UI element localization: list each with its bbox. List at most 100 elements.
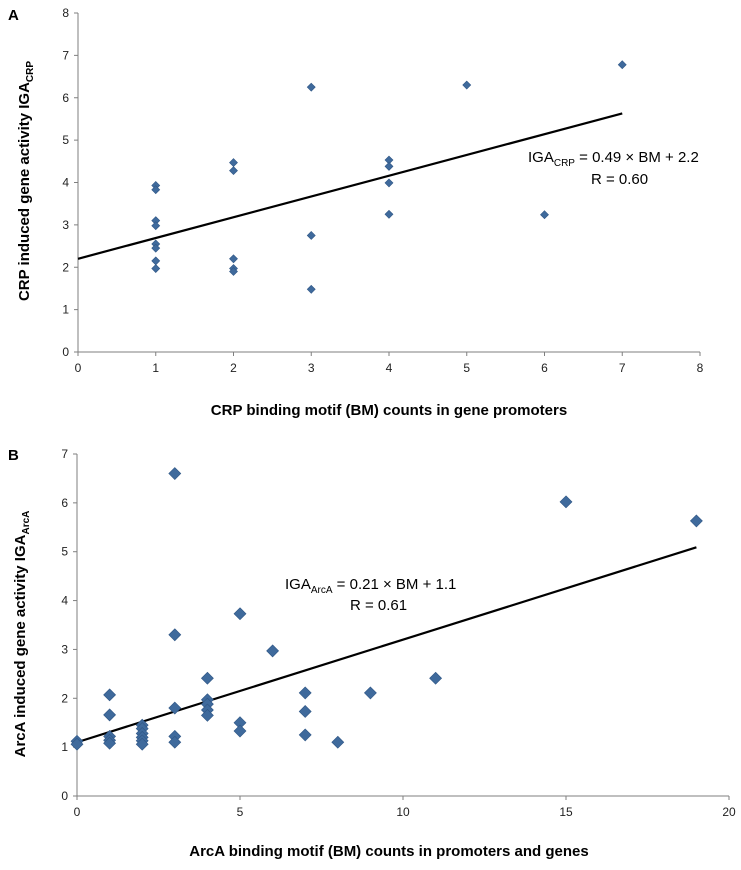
data-point xyxy=(462,80,472,90)
y-tick-label: 1 xyxy=(61,740,68,754)
y-tick-label: 0 xyxy=(62,345,69,359)
data-point xyxy=(151,264,161,273)
panel-b-x-axis-title: ArcA binding motif (BM) counts in promot… xyxy=(189,843,588,860)
panel-a-axes xyxy=(77,13,700,353)
x-tick-label: 20 xyxy=(722,805,736,819)
x-tick-label: 2 xyxy=(230,361,237,375)
y-tick-label: 6 xyxy=(62,91,69,105)
panel-a-y-axis-title-main: CRP induced gene activity IGA xyxy=(16,82,33,301)
data-point xyxy=(200,708,214,722)
data-point xyxy=(229,267,238,276)
data-point xyxy=(103,688,117,702)
data-point xyxy=(306,82,316,92)
panel-a-points xyxy=(151,60,627,294)
y-tick-label: 2 xyxy=(62,260,69,274)
panel-b-x-ticks: 0 5 10 15 20 xyxy=(74,796,736,819)
panel-a-equation: IGACRP = 0.49 × BM + 2.2 xyxy=(528,149,699,169)
x-tick-label: 8 xyxy=(697,361,704,375)
y-tick-label: 4 xyxy=(62,176,69,190)
panel-b-equation-rest: = 0.21 × BM + 1.1 xyxy=(333,576,457,593)
data-point xyxy=(233,607,247,621)
data-point xyxy=(200,671,214,685)
panel-b-r-value: R = 0.61 xyxy=(350,597,407,614)
y-tick-label: 3 xyxy=(62,218,69,232)
regression-line xyxy=(76,546,697,744)
data-point xyxy=(168,628,182,642)
panel-a-x-ticks: 0 1 2 3 4 5 6 7 8 xyxy=(75,352,704,375)
panel-b-label: B xyxy=(8,447,19,464)
data-point xyxy=(151,243,161,253)
data-point xyxy=(331,735,345,749)
data-point xyxy=(168,701,182,715)
data-point xyxy=(689,514,703,528)
data-point xyxy=(298,728,312,742)
panel-b-equation-sub: ArcA xyxy=(311,585,333,596)
x-tick-label: 4 xyxy=(386,361,393,375)
x-tick-label: 6 xyxy=(541,361,548,375)
data-point xyxy=(306,231,316,240)
y-tick-label: 6 xyxy=(61,496,68,510)
x-tick-label: 10 xyxy=(396,805,410,819)
data-point xyxy=(384,161,394,171)
panel-b-fit-layer xyxy=(76,546,697,744)
y-tick-label: 4 xyxy=(61,594,68,608)
y-tick-label: 2 xyxy=(61,691,68,705)
data-point xyxy=(103,736,117,750)
panel-b-equation: IGAArcA = 0.21 × BM + 1.1 xyxy=(285,576,456,596)
data-point xyxy=(298,705,312,718)
panel-b-points xyxy=(70,467,703,751)
panel-b-y-axis-title-sub: ArcA xyxy=(21,511,32,535)
data-point xyxy=(559,495,573,509)
data-point xyxy=(540,210,549,220)
panel-b-equation-iga: IGA xyxy=(285,576,311,593)
panel-a-equation-iga: IGA xyxy=(528,149,554,166)
data-point xyxy=(429,671,443,685)
data-point xyxy=(384,178,394,188)
panel-a-fit-layer xyxy=(77,112,623,260)
data-point xyxy=(229,254,238,264)
data-point xyxy=(70,737,84,751)
panel-a-y-axis-title: CRP induced gene activity IGACRP xyxy=(16,61,36,301)
x-tick-label: 15 xyxy=(559,805,573,819)
data-point xyxy=(298,686,312,700)
panel-b-y-ticks: 0 1 2 3 4 5 6 7 xyxy=(61,447,77,803)
y-tick-label: 5 xyxy=(62,133,69,147)
panel-a-y-ticks: 0 1 2 3 4 5 6 7 8 xyxy=(62,6,78,359)
data-point xyxy=(151,185,161,195)
data-point xyxy=(151,256,161,266)
data-point xyxy=(135,737,149,751)
y-tick-label: 8 xyxy=(62,6,69,20)
y-tick-label: 7 xyxy=(61,447,68,461)
panel-b-y-axis-title: ArcA induced gene activity IGAArcA xyxy=(12,511,32,758)
x-tick-label: 5 xyxy=(237,805,244,819)
panel-a-label: A xyxy=(8,7,19,24)
panel-a-equation-sub: CRP xyxy=(554,158,575,169)
x-tick-label: 1 xyxy=(152,361,159,375)
y-tick-label: 3 xyxy=(61,642,68,656)
data-point xyxy=(103,708,117,722)
y-tick-label: 5 xyxy=(61,545,68,559)
data-point xyxy=(233,724,247,738)
data-point xyxy=(168,467,182,480)
data-point xyxy=(363,686,377,700)
data-point xyxy=(617,60,627,70)
data-point xyxy=(384,209,394,219)
x-tick-label: 5 xyxy=(463,361,470,375)
x-tick-label: 0 xyxy=(75,361,82,375)
panel-a-equation-rest: = 0.49 × BM + 2.2 xyxy=(575,149,699,166)
x-tick-label: 7 xyxy=(619,361,626,375)
panel-a-chart: A 0 1 2 3 4 5 6 7 8 0 1 2 3 4 5 6 7 8 CRP induced gene a… xyxy=(8,6,704,419)
data-point xyxy=(306,284,316,294)
panel-b-y-axis-title-main: ArcA induced gene activity IGA xyxy=(12,534,29,757)
data-point xyxy=(151,221,161,231)
data-point xyxy=(229,158,238,168)
data-point xyxy=(229,166,238,176)
panel-a-x-axis-title: CRP binding motif (BM) counts in gene pr… xyxy=(211,402,567,419)
panel-b-chart: B 0 1 2 3 4 5 6 7 0 5 10 15 20 ArcA induced gene ac… xyxy=(8,447,736,860)
data-point xyxy=(266,644,280,658)
y-tick-label: 7 xyxy=(62,48,69,62)
x-tick-label: 3 xyxy=(308,361,315,375)
panel-a-r-value: R = 0.60 xyxy=(591,171,648,188)
x-tick-label: 0 xyxy=(74,805,81,819)
